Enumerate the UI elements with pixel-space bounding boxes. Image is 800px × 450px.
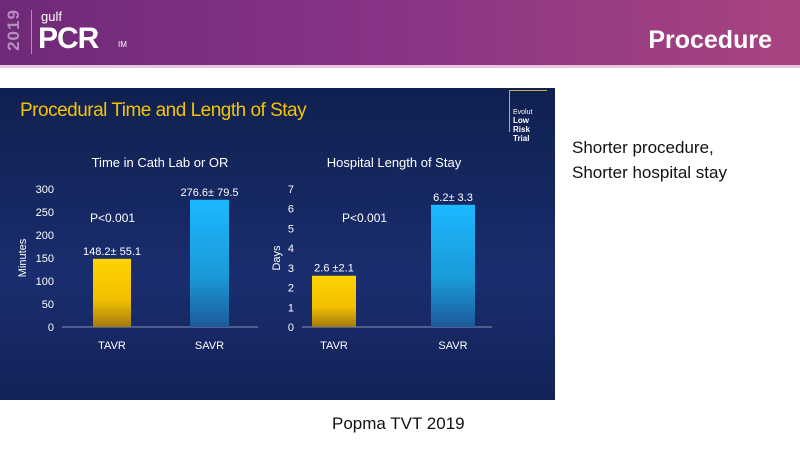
badge-line: Evolut <box>513 109 533 116</box>
side-text-line: Shorter procedure, <box>572 138 714 157</box>
y-tick-label: 4 <box>288 243 294 255</box>
logo-gulf: gulf <box>41 9 62 24</box>
data-label: 276.6± 79.5 <box>180 187 238 199</box>
badge-line: Low Risk <box>513 116 530 134</box>
bar-tavr <box>312 275 356 327</box>
bar-tavr <box>93 258 131 327</box>
y-tick-label: 5 <box>288 223 294 235</box>
y-tick-label: 100 <box>36 276 54 288</box>
citation: Popma TVT 2019 <box>332 414 465 433</box>
data-label: 6.2± 3.3 <box>433 192 473 204</box>
page-title: Procedure <box>648 26 772 54</box>
charts: Time in Cath Lab or ORMinutes05010015020… <box>17 155 492 352</box>
header-divider <box>0 65 800 68</box>
y-tick-label: 7 <box>288 184 294 196</box>
trial-badge: Evolut Low Risk Trial <box>509 90 547 143</box>
chart-title: Time in Cath Lab or OR <box>92 155 229 170</box>
y-tick-label: 200 <box>36 230 54 242</box>
y-tick-label: 2 <box>288 283 294 295</box>
y-tick-label: 1 <box>288 302 294 314</box>
data-label: 148.2± 55.1 <box>83 246 141 258</box>
y-tick-label: 150 <box>36 253 54 265</box>
y-tick-label: 6 <box>288 204 294 216</box>
side-text-line: Shorter hospital stay <box>572 163 727 182</box>
badge-line: Trial <box>513 134 530 143</box>
y-tick-label: 250 <box>36 207 54 219</box>
chart-title: Hospital Length of Stay <box>327 155 462 170</box>
p-value: P<0.001 <box>342 211 387 225</box>
header-bar: 2019 gulf PCR IM Procedure <box>0 0 800 65</box>
logo-divider <box>31 10 32 54</box>
logo-im: IM <box>118 40 127 49</box>
bar-savr <box>190 199 229 327</box>
data-label: 2.6 ±2.1 <box>314 263 354 275</box>
p-value: P<0.001 <box>90 211 135 225</box>
slide-image: Procedural Time and Length of Stay Evolu… <box>0 88 555 400</box>
y-tick-label: 50 <box>42 299 54 311</box>
bar-savr <box>431 204 475 327</box>
x-tick-label: SAVR <box>438 340 467 352</box>
logo-pcr: PCR <box>38 22 99 55</box>
logo-year: 2019 <box>4 9 23 51</box>
x-tick-label: TAVR <box>320 340 348 352</box>
y-tick-label: 0 <box>288 322 294 334</box>
x-tick-label: TAVR <box>98 340 126 352</box>
y-tick-label: 3 <box>288 263 294 275</box>
y-axis-label: Days <box>271 245 283 271</box>
side-text: Shorter procedure, Shorter hospital stay <box>572 135 727 185</box>
y-tick-label: 0 <box>48 322 54 334</box>
x-tick-label: SAVR <box>195 340 224 352</box>
slide-title: Procedural Time and Length of Stay <box>20 100 307 121</box>
y-tick-label: 300 <box>36 184 54 196</box>
y-axis-label: Minutes <box>17 238 29 277</box>
